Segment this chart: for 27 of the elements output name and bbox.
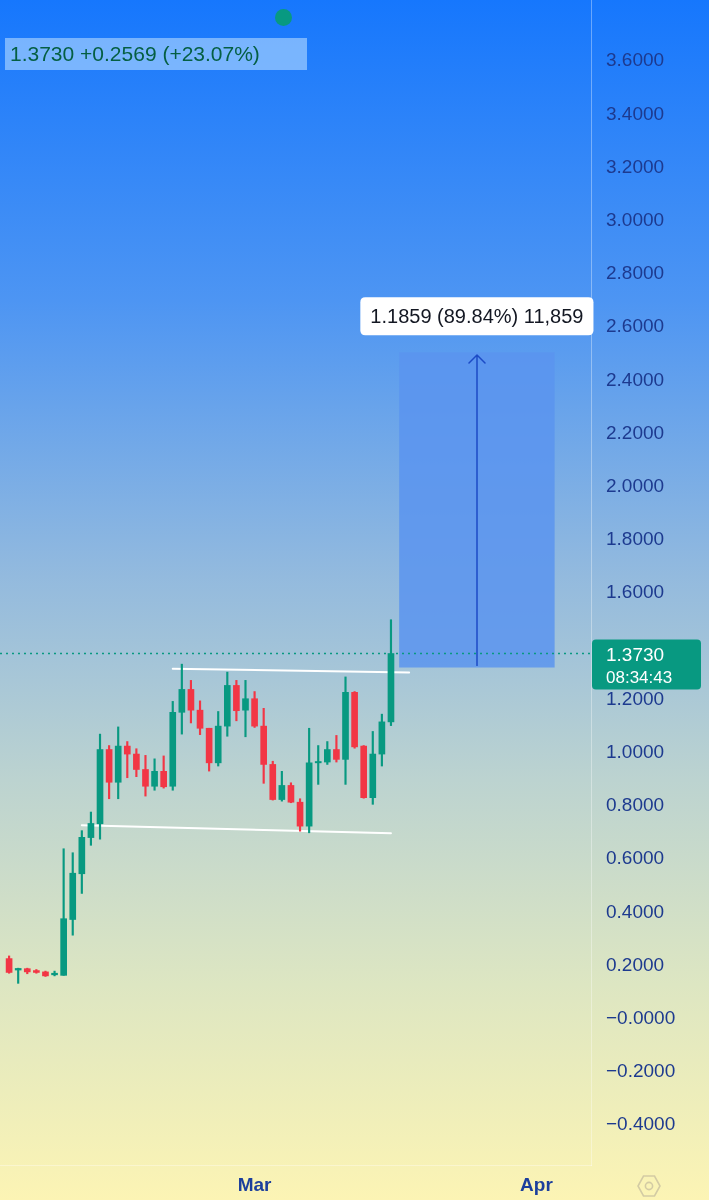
y-tick-label: 3.0000: [606, 209, 665, 230]
y-tick-label: 2.2000: [606, 421, 665, 443]
x-tick-label: Mar: [237, 1173, 273, 1195]
text: 08:34:43: [606, 668, 673, 688]
y-tick-label: 1.0000: [606, 740, 665, 762]
y-tick-label: 2.4000: [606, 368, 665, 390]
ref-line-label: 1.3730: [606, 643, 665, 665]
y-tick-label: 2.0000: [606, 474, 665, 496]
y-tick-label: −0.4000: [606, 1113, 676, 1135]
candlestick: [242, 680, 249, 738]
x-tick-label: Apr: [520, 1173, 554, 1195]
y-tick-label: 1.6000: [606, 581, 665, 603]
y-tick-label: 2.8000: [606, 262, 665, 284]
y-tick-label: 0.4000: [606, 900, 665, 922]
y-tick-label: −0.2000: [606, 1060, 676, 1082]
y-tick-label: 0.6000: [606, 847, 665, 869]
y-tick-label: 1.8000: [606, 528, 665, 550]
y-tick-label: 3.2000: [606, 155, 665, 177]
y-tick-label: 3.4000: [606, 102, 665, 124]
text: 1.3730 +0.2569 (+23.07%): [10, 41, 260, 67]
y-tick-label: 0.8000: [606, 794, 665, 816]
band-label: 1.1859 (89.84%) 11,859: [370, 304, 584, 327]
y-tick-label: 3.6000: [606, 49, 665, 71]
y-tick-label: 1.2000: [606, 687, 665, 709]
y-tick-label: −0.0000: [606, 1006, 676, 1028]
y-tick-label: 0.2000: [606, 953, 665, 975]
y-tick-label: 2.6000: [606, 315, 665, 337]
